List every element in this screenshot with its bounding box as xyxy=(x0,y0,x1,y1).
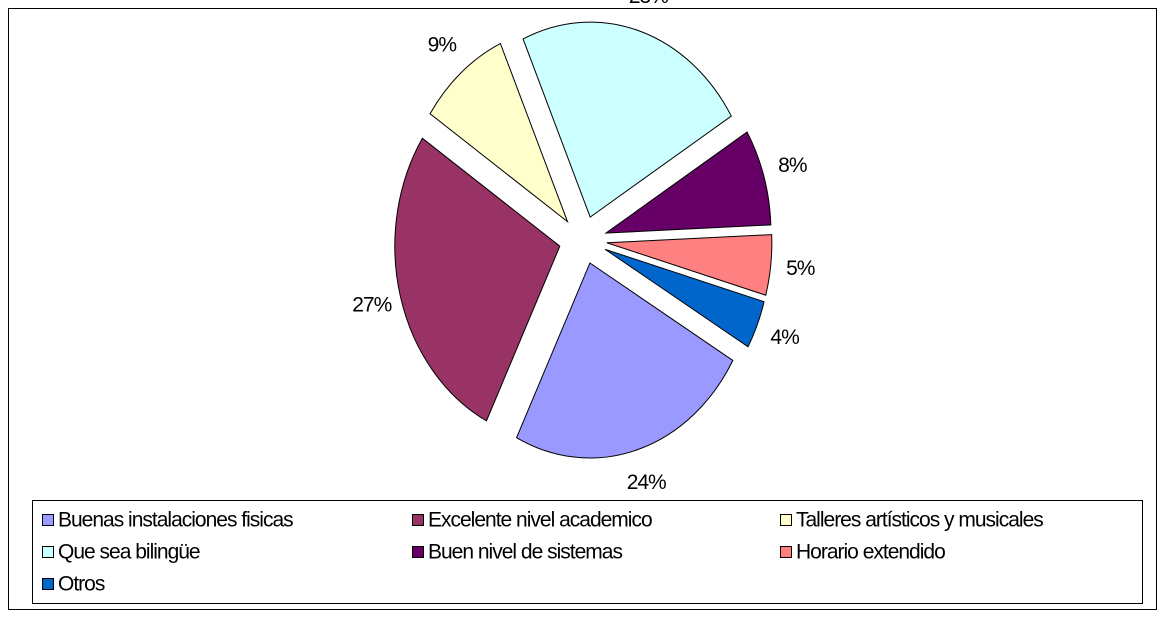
legend-label: Buenas instalaciones fisicas xyxy=(58,509,293,532)
legend-label: Buen nivel de sistemas xyxy=(428,541,622,564)
pie-slice xyxy=(522,21,732,218)
pie-slice xyxy=(394,137,561,422)
data-label: 4% xyxy=(770,326,799,349)
legend-swatch xyxy=(780,514,792,526)
legend-swatch xyxy=(42,578,54,590)
legend-box xyxy=(32,500,1143,604)
data-label: 23% xyxy=(629,0,668,8)
pie-slice xyxy=(606,234,773,296)
legend-swatch xyxy=(780,546,792,558)
data-label: 8% xyxy=(778,154,807,177)
legend-label: Que sea bilingüe xyxy=(58,541,200,564)
legend-label: Otros xyxy=(58,573,105,596)
data-label: 9% xyxy=(428,33,457,56)
legend-label: Talleres artísticos y musicales xyxy=(796,509,1043,532)
legend-label: Horario extendido xyxy=(796,541,945,564)
data-label: 5% xyxy=(786,257,815,280)
legend-swatch xyxy=(42,546,54,558)
pie-slice xyxy=(604,131,772,234)
pie-slice xyxy=(429,42,569,224)
legend-swatch xyxy=(42,514,54,526)
legend-label: Excelente nivel academico xyxy=(428,509,652,532)
pie-slice xyxy=(515,262,734,459)
legend-swatch xyxy=(412,514,424,526)
data-label: 24% xyxy=(627,471,666,494)
data-label: 27% xyxy=(352,293,391,316)
pie-slice xyxy=(604,248,765,348)
legend-swatch xyxy=(412,546,424,558)
